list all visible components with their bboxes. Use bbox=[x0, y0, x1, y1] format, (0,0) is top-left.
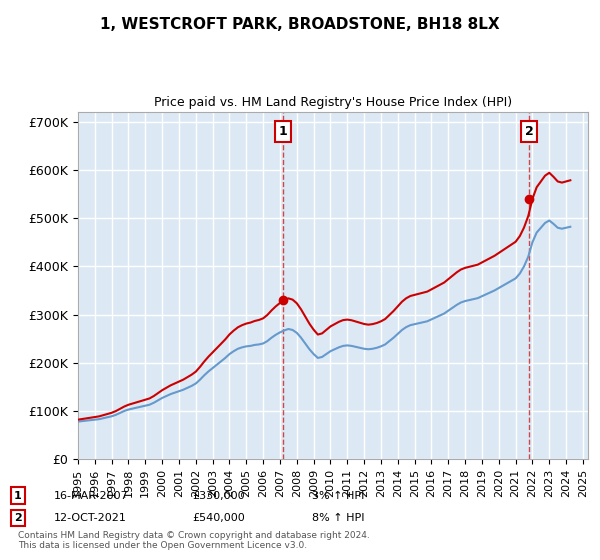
Text: 1: 1 bbox=[14, 491, 22, 501]
Text: £330,000: £330,000 bbox=[192, 491, 245, 501]
Text: 1, WESTCROFT PARK, BROADSTONE, BH18 8LX: 1, WESTCROFT PARK, BROADSTONE, BH18 8LX bbox=[100, 17, 500, 32]
Text: 1: 1 bbox=[279, 125, 288, 138]
Text: 2: 2 bbox=[525, 125, 533, 138]
Text: 3% ↑ HPI: 3% ↑ HPI bbox=[312, 491, 364, 501]
Text: 12-OCT-2021: 12-OCT-2021 bbox=[54, 513, 127, 523]
Text: 16-MAR-2007: 16-MAR-2007 bbox=[54, 491, 129, 501]
Title: Price paid vs. HM Land Registry's House Price Index (HPI): Price paid vs. HM Land Registry's House … bbox=[154, 96, 512, 109]
Text: 8% ↑ HPI: 8% ↑ HPI bbox=[312, 513, 365, 523]
Text: £540,000: £540,000 bbox=[192, 513, 245, 523]
Text: 2: 2 bbox=[14, 513, 22, 523]
Text: Contains HM Land Registry data © Crown copyright and database right 2024.
This d: Contains HM Land Registry data © Crown c… bbox=[18, 530, 370, 550]
